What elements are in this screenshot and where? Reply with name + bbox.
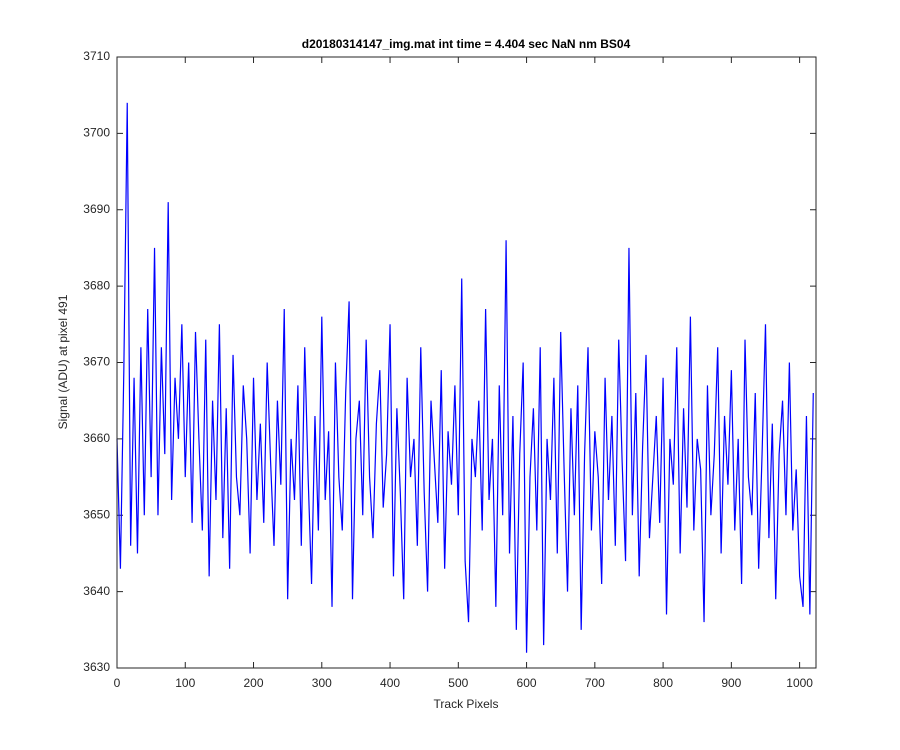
x-tick-label: 100 (175, 676, 195, 690)
y-tick-label: 3640 (83, 584, 110, 598)
x-tick-label: 900 (721, 676, 741, 690)
x-tick-label: 500 (448, 676, 468, 690)
y-tick-label: 3660 (83, 431, 110, 445)
y-tick-label: 3690 (83, 202, 110, 216)
x-tick-label: 600 (517, 676, 537, 690)
y-tick-label: 3650 (83, 507, 110, 521)
data-line (116, 102, 814, 653)
x-tick-label: 1000 (786, 676, 813, 690)
x-tick-label: 0 (114, 676, 121, 690)
x-axis-label: Track Pixels (434, 697, 499, 711)
y-tick-label: 3680 (83, 278, 110, 292)
plot-frame (116, 56, 817, 669)
y-tick-label: 3700 (83, 126, 110, 140)
y-tick-label: 3630 (83, 660, 110, 674)
x-tick-label: 200 (244, 676, 264, 690)
y-tick-label: 3670 (83, 355, 110, 369)
y-axis-label: Signal (ADU) at pixel 491 (56, 294, 70, 429)
chart-title: d20180314147_img.mat int time = 4.404 se… (302, 37, 631, 51)
x-tick-label: 800 (653, 676, 673, 690)
y-tick-label: 3710 (83, 49, 110, 63)
x-tick-label: 700 (585, 676, 605, 690)
x-tick-label: 400 (380, 676, 400, 690)
x-tick-label: 300 (312, 676, 332, 690)
